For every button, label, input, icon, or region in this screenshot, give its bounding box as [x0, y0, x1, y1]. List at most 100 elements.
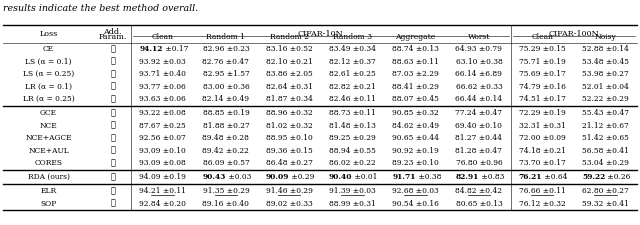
Text: 64.93 ±0.79: 64.93 ±0.79 — [456, 45, 502, 53]
Text: 81.48 ±0.13: 81.48 ±0.13 — [329, 122, 376, 130]
Text: 82.91: 82.91 — [456, 173, 479, 181]
Text: 84.62 ±0.49: 84.62 ±0.49 — [392, 122, 439, 130]
Text: Add.: Add. — [103, 28, 122, 36]
Text: LR (α = 0.1): LR (α = 0.1) — [25, 83, 72, 91]
Text: 32.31 ±0.31: 32.31 ±0.31 — [519, 122, 566, 130]
Text: 88.63 ±0.11: 88.63 ±0.11 — [392, 58, 439, 66]
Text: 66.62 ±0.33: 66.62 ±0.33 — [456, 83, 502, 91]
Text: ±0.17: ±0.17 — [163, 45, 188, 53]
Text: 91.39 ±0.03: 91.39 ±0.03 — [329, 187, 376, 195]
Text: ELR: ELR — [40, 187, 56, 195]
Text: 83.86 ±2.05: 83.86 ±2.05 — [266, 70, 312, 78]
Text: ✗: ✗ — [110, 159, 115, 167]
Text: 63.10 ±0.38: 63.10 ±0.38 — [456, 58, 502, 66]
Text: 81.87 ±0.34: 81.87 ±0.34 — [266, 95, 312, 103]
Text: ✗: ✗ — [110, 83, 115, 91]
Text: ✗: ✗ — [110, 58, 115, 66]
Text: 94.09 ±0.19: 94.09 ±0.19 — [140, 173, 186, 181]
Text: 59.22: 59.22 — [582, 173, 605, 181]
Text: LS (α = 0.25): LS (α = 0.25) — [23, 70, 74, 78]
Text: 93.92 ±0.03: 93.92 ±0.03 — [140, 58, 186, 66]
Text: ✓: ✓ — [110, 187, 115, 195]
Text: Clean: Clean — [152, 33, 173, 41]
Text: 82.10 ±0.21: 82.10 ±0.21 — [266, 58, 312, 66]
Text: 76.12 ±0.32: 76.12 ±0.32 — [519, 200, 566, 208]
Text: 93.09 ±0.08: 93.09 ±0.08 — [140, 159, 186, 167]
Text: 88.96 ±0.32: 88.96 ±0.32 — [266, 109, 312, 117]
Text: RDA (ours): RDA (ours) — [28, 173, 70, 181]
Text: ±0.38: ±0.38 — [415, 173, 441, 181]
Text: 92.56 ±0.07: 92.56 ±0.07 — [140, 134, 186, 142]
Text: 81.27 ±0.44: 81.27 ±0.44 — [456, 134, 502, 142]
Text: 21.12 ±0.67: 21.12 ±0.67 — [582, 122, 628, 130]
Text: 82.46 ±0.11: 82.46 ±0.11 — [329, 95, 376, 103]
Text: 88.94 ±0.55: 88.94 ±0.55 — [329, 147, 376, 155]
Text: ✗: ✗ — [110, 122, 115, 130]
Text: 83.00 ±0.36: 83.00 ±0.36 — [202, 83, 249, 91]
Text: ✓: ✓ — [110, 200, 115, 208]
Text: 56.58 ±0.41: 56.58 ±0.41 — [582, 147, 629, 155]
Text: 84.82 ±0.42: 84.82 ±0.42 — [456, 187, 502, 195]
Text: 93.09 ±0.10: 93.09 ±0.10 — [140, 147, 186, 155]
Text: 52.22 ±0.29: 52.22 ±0.29 — [582, 95, 628, 103]
Text: Loss: Loss — [40, 30, 58, 38]
Text: 90.85 ±0.32: 90.85 ±0.32 — [392, 109, 439, 117]
Text: 91.35 ±0.29: 91.35 ±0.29 — [202, 187, 249, 195]
Text: 90.09: 90.09 — [266, 173, 289, 181]
Text: 81.28 ±0.47: 81.28 ±0.47 — [456, 147, 502, 155]
Text: 82.82 ±0.21: 82.82 ±0.21 — [329, 83, 376, 91]
Text: 89.02 ±0.33: 89.02 ±0.33 — [266, 200, 312, 208]
Text: Clean: Clean — [531, 33, 553, 41]
Text: 86.48 ±0.27: 86.48 ±0.27 — [266, 159, 312, 167]
Text: 74.51 ±0.17: 74.51 ±0.17 — [518, 95, 566, 103]
Text: SOP: SOP — [40, 200, 56, 208]
Text: 83.49 ±0.34: 83.49 ±0.34 — [329, 45, 376, 53]
Text: NCE+AUL: NCE+AUL — [28, 147, 69, 155]
Text: ±0.64: ±0.64 — [542, 173, 568, 181]
Text: 82.96 ±0.23: 82.96 ±0.23 — [202, 45, 249, 53]
Text: 90.92 ±0.19: 90.92 ±0.19 — [392, 147, 439, 155]
Text: 89.48 ±0.28: 89.48 ±0.28 — [202, 134, 250, 142]
Text: 90.43: 90.43 — [202, 173, 226, 181]
Text: ±0.03: ±0.03 — [226, 173, 252, 181]
Text: Worst: Worst — [468, 33, 490, 41]
Text: 87.03 ±2.29: 87.03 ±2.29 — [392, 70, 439, 78]
Text: 86.02 ±0.22: 86.02 ±0.22 — [329, 159, 376, 167]
Text: 93.77 ±0.06: 93.77 ±0.06 — [140, 83, 186, 91]
Text: 66.14 ±6.89: 66.14 ±6.89 — [456, 70, 502, 78]
Text: 53.98 ±0.27: 53.98 ±0.27 — [582, 70, 628, 78]
Text: 75.69 ±0.17: 75.69 ±0.17 — [519, 70, 566, 78]
Text: 88.74 ±0.13: 88.74 ±0.13 — [392, 45, 439, 53]
Text: NCE: NCE — [40, 122, 58, 130]
Text: ✗: ✗ — [110, 109, 115, 117]
Text: 89.25 ±0.29: 89.25 ±0.29 — [329, 134, 376, 142]
Text: LR (α = 0.25): LR (α = 0.25) — [22, 95, 74, 103]
Text: 93.22 ±0.08: 93.22 ±0.08 — [140, 109, 186, 117]
Text: ✗: ✗ — [110, 134, 115, 142]
Text: 52.01 ±0.04: 52.01 ±0.04 — [582, 83, 629, 91]
Text: ✗: ✗ — [110, 45, 115, 53]
Text: 77.24 ±0.47: 77.24 ±0.47 — [456, 109, 502, 117]
Text: 53.48 ±0.45: 53.48 ±0.45 — [582, 58, 629, 66]
Text: 81.02 ±0.32: 81.02 ±0.32 — [266, 122, 312, 130]
Text: results indicate the best method overall.: results indicate the best method overall… — [3, 4, 198, 13]
Text: 89.16 ±0.40: 89.16 ±0.40 — [202, 200, 250, 208]
Text: CIFAR-100N: CIFAR-100N — [548, 30, 599, 38]
Text: 69.40 ±0.10: 69.40 ±0.10 — [456, 122, 502, 130]
Text: Random 1: Random 1 — [207, 33, 245, 41]
Text: 82.95 ±1.57: 82.95 ±1.57 — [202, 70, 249, 78]
Text: 88.85 ±0.19: 88.85 ±0.19 — [202, 109, 249, 117]
Text: Random 2: Random 2 — [269, 33, 308, 41]
Text: 53.04 ±0.29: 53.04 ±0.29 — [582, 159, 629, 167]
Text: ✗: ✗ — [110, 70, 115, 78]
Text: 81.88 ±0.27: 81.88 ±0.27 — [202, 122, 249, 130]
Text: Aggregate: Aggregate — [396, 33, 436, 41]
Text: 92.84 ±0.20: 92.84 ±0.20 — [140, 200, 186, 208]
Text: 94.21 ±0.11: 94.21 ±0.11 — [140, 187, 186, 195]
Text: LS (α = 0.1): LS (α = 0.1) — [25, 58, 72, 66]
Text: 89.42 ±0.22: 89.42 ±0.22 — [202, 147, 250, 155]
Text: 91.71: 91.71 — [392, 173, 415, 181]
Text: 82.61 ±0.25: 82.61 ±0.25 — [329, 70, 376, 78]
Text: 88.95 ±0.10: 88.95 ±0.10 — [266, 134, 312, 142]
Text: 94.12: 94.12 — [140, 45, 163, 53]
